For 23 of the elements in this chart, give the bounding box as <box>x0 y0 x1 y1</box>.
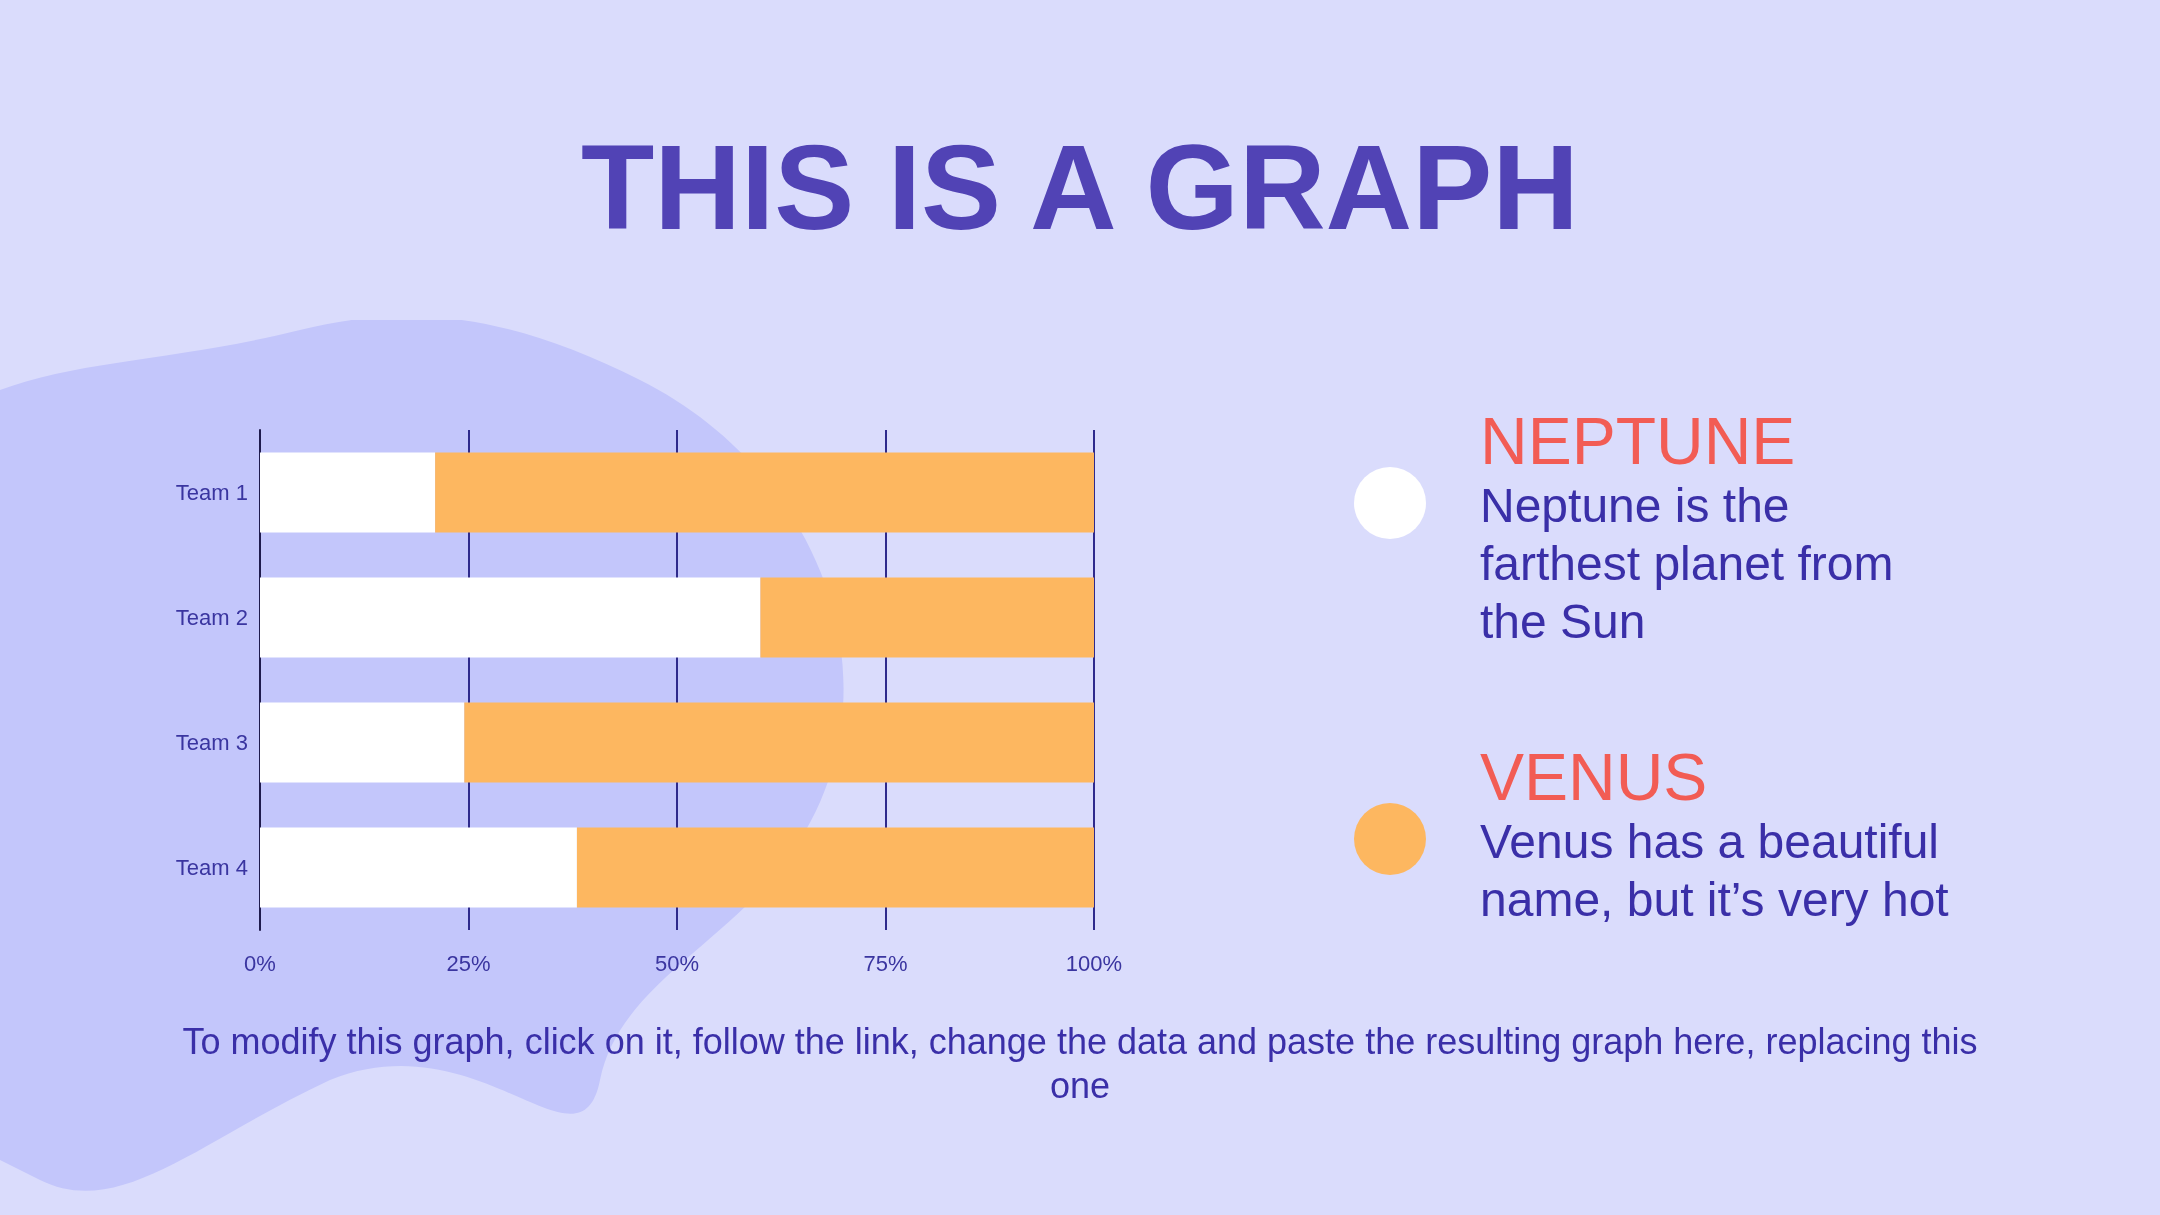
bar <box>260 702 465 783</box>
x-tick-label: 0% <box>244 950 276 976</box>
bar <box>260 577 761 658</box>
bar <box>760 577 1094 658</box>
text: NEPTUNE <box>1480 404 1797 478</box>
x-tick-label: 50% <box>654 950 700 976</box>
bar <box>435 452 1094 533</box>
bar <box>464 702 1094 783</box>
y-tick-label: Team 4 <box>175 855 248 880</box>
text: Venus has a beautiful name, but it’s very hot <box>1480 814 1950 928</box>
bar <box>260 827 577 908</box>
bar <box>576 827 1094 908</box>
text: VENUS <box>1480 740 1709 814</box>
text: Neptune is the farthest planet from the Sun <box>1480 478 1895 650</box>
x-tick-label: 100% <box>1065 950 1123 976</box>
bar <box>260 452 436 533</box>
y-tick-label: Team 3 <box>175 730 248 755</box>
x-tick-label: 75% <box>863 950 908 976</box>
text: To modify this graph, click on it, follow the link, change the data and paste the resulting graph here, replacing this one <box>181 1020 1979 1108</box>
x-tick-label: 25% <box>446 950 491 976</box>
y-tick-label: Team 2 <box>175 605 248 630</box>
y-tick-label: Team 1 <box>175 480 248 505</box>
chart-title: THIS IS A GRAPH <box>580 119 1580 256</box>
